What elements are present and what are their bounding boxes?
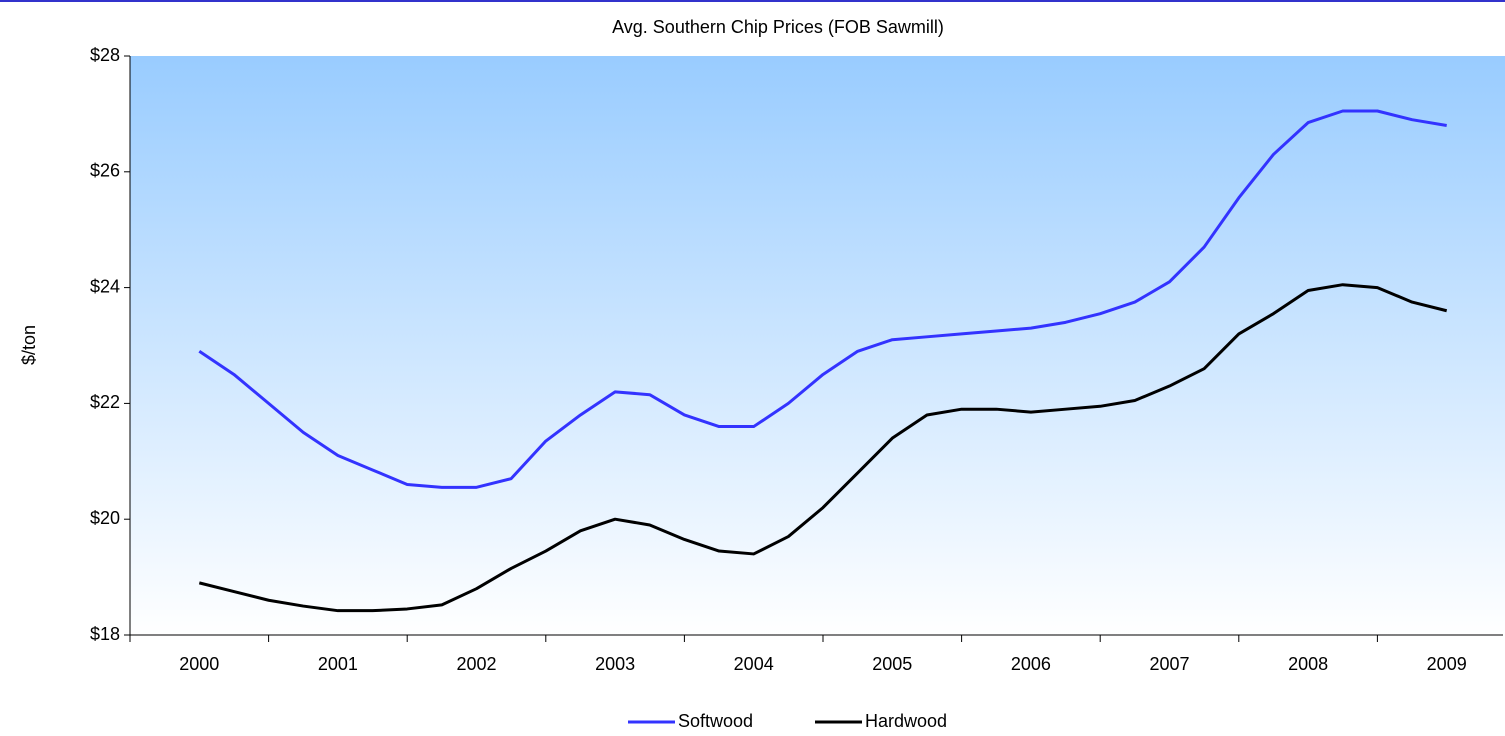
y-tick-label: $28 [90,45,120,65]
y-tick-label: $26 [90,161,120,181]
chart-title: Avg. Southern Chip Prices (FOB Sawmill) [612,17,944,37]
x-tick-label: 2008 [1288,654,1328,674]
y-tick-label: $20 [90,508,120,528]
series-line [198,283,1448,613]
x-tick-label: 2003 [595,654,635,674]
x-tick-label: 2006 [1011,654,1051,674]
x-tick-label: 2001 [318,654,358,674]
x-tick-label: 2007 [1149,654,1189,674]
series-line [198,109,1447,489]
x-tick-label: 2004 [734,654,774,674]
legend-label: Softwood [678,711,753,731]
legend-label: Hardwood [865,711,947,731]
x-tick-label: 2002 [456,654,496,674]
x-tick-label: 2000 [179,654,219,674]
y-tick-label: $22 [90,392,120,412]
y-axis-label: $/ton [19,325,39,365]
plot-area [130,56,1505,635]
x-tick-label: 2009 [1427,654,1467,674]
x-tick-label: 2005 [872,654,912,674]
y-tick-label: $24 [90,276,120,296]
y-tick-label: $18 [90,624,120,644]
